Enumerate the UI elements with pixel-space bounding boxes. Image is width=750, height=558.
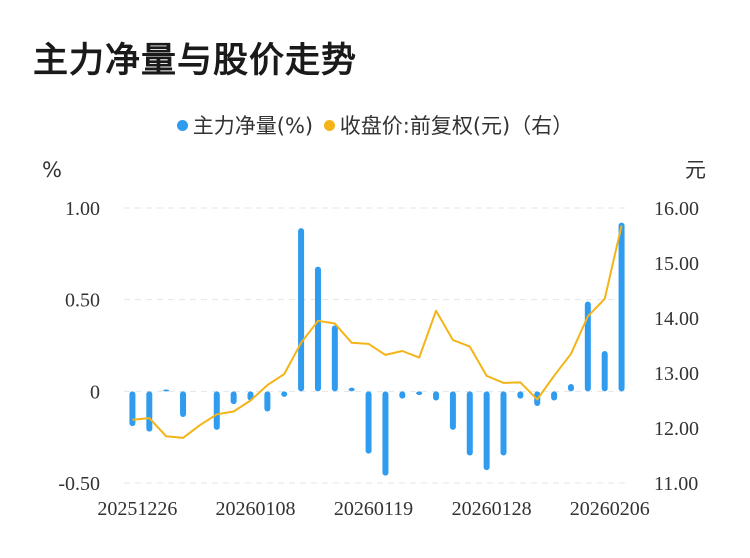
net-volume-bar xyxy=(163,389,170,392)
net-volume-bar xyxy=(466,391,473,456)
left-axis-tick-label: 1.00 xyxy=(65,198,100,220)
legend-dot-blue xyxy=(176,119,188,131)
net-volume-bar xyxy=(483,391,490,471)
left-axis-unit: % xyxy=(42,158,62,182)
right-axis-tick-label: 14.00 xyxy=(654,308,699,330)
net-volume-bar xyxy=(449,391,456,430)
net-volume-bar xyxy=(517,391,524,399)
net-volume-bar xyxy=(584,301,591,392)
chart-legend: 主力净量(%) 收盘价:前复权(元)（右） xyxy=(0,110,750,140)
net-volume-bar xyxy=(382,391,389,476)
legend-item-close-price[interactable]: 收盘价:前复权(元)（右） xyxy=(323,110,574,140)
close-price-line xyxy=(132,225,623,439)
legend-dot-orange xyxy=(323,119,335,131)
net-volume-bar xyxy=(551,391,558,401)
right-axis-tick-label: 12.00 xyxy=(654,418,699,440)
legend-item-net-volume[interactable]: 主力净量(%) xyxy=(176,110,314,140)
right-axis-tick-label: 16.00 xyxy=(654,198,699,220)
net-volume-bar xyxy=(399,391,406,399)
left-axis-tick-label: -0.50 xyxy=(58,473,100,495)
net-volume-bar xyxy=(365,391,372,454)
net-volume-bar xyxy=(331,325,338,392)
left-axis-tick-label: 0.50 xyxy=(65,290,100,312)
net-volume-bar xyxy=(601,351,608,392)
net-volume-bar xyxy=(416,391,423,395)
x-axis-tick-label: 20260119 xyxy=(334,498,413,520)
net-volume-bar xyxy=(348,387,355,392)
net-volume-bar xyxy=(298,228,305,392)
net-volume-bar xyxy=(180,391,187,417)
net-volume-bar xyxy=(264,391,271,412)
x-axis-tick-label: 20260108 xyxy=(216,498,296,520)
net-volume-bar xyxy=(314,266,321,392)
net-volume-bar xyxy=(281,391,288,397)
right-axis-unit: 元 xyxy=(685,158,706,182)
net-volume-bar xyxy=(129,391,136,427)
legend-label-net-volume: 主力净量(%) xyxy=(192,114,314,138)
right-axis-tick-label: 11.00 xyxy=(654,473,698,495)
net-volume-bar xyxy=(213,391,220,430)
net-volume-bar xyxy=(146,391,153,432)
legend-label-close-price: 收盘价:前复权(元)（右） xyxy=(339,114,574,138)
net-volume-bar xyxy=(618,222,625,392)
net-volume-bar xyxy=(567,384,574,392)
left-axis-tick-label: 0 xyxy=(90,381,100,403)
x-axis-tick-label: 20251226 xyxy=(97,498,177,520)
chart-title: 主力净量与股价走势 xyxy=(33,41,358,81)
right-axis-tick-label: 15.00 xyxy=(654,253,699,275)
x-axis-tick-label: 20260206 xyxy=(570,498,650,520)
net-volume-bar xyxy=(500,391,507,456)
x-axis-tick-label: 20260128 xyxy=(452,498,532,520)
right-axis-tick-label: 13.00 xyxy=(654,363,699,385)
net-volume-bar xyxy=(230,391,237,405)
net-volume-bar xyxy=(433,391,440,401)
